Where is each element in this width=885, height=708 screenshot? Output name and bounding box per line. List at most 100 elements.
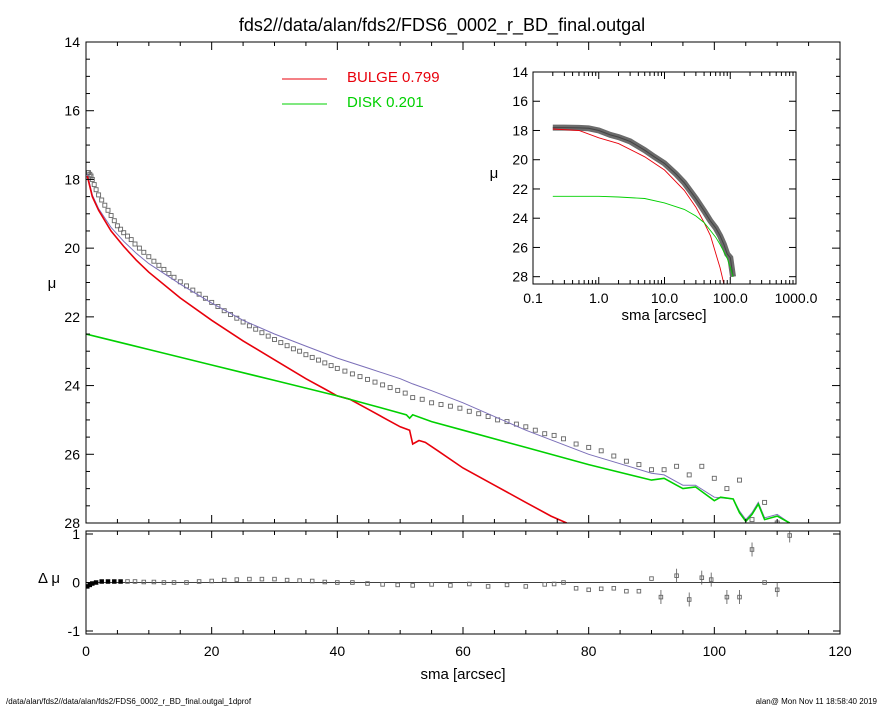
data-point (316, 357, 321, 363)
data-point (166, 271, 172, 277)
y-tick-label: 26 (64, 446, 80, 462)
inset-disk-line (552, 195, 734, 277)
inset-background (533, 72, 796, 284)
residual-point (105, 579, 111, 584)
data-point (466, 408, 472, 414)
residual-point (561, 580, 566, 585)
main-series-group (86, 170, 791, 523)
y-tick-label: 26 (512, 239, 528, 255)
data-point (395, 387, 401, 393)
residual-point (467, 581, 472, 587)
residual-point (259, 576, 265, 582)
y-tick-label: 20 (512, 152, 528, 168)
data-point (272, 337, 277, 342)
inset-x-axis-label: sma [arcsec] (621, 307, 706, 324)
data-point (303, 352, 309, 358)
data-point (523, 424, 529, 430)
data-point (111, 218, 117, 224)
y-tick-label: 16 (64, 103, 80, 119)
data-point (342, 368, 348, 374)
data-point (118, 226, 124, 232)
data-point (762, 499, 768, 505)
data-point (309, 354, 315, 360)
data-point (322, 360, 328, 366)
data-point (476, 411, 482, 417)
residual-point (649, 576, 654, 581)
residual-point (762, 580, 767, 585)
residual-point (365, 581, 370, 586)
data-point (457, 405, 463, 411)
residual-y-axis-label: Δ μ (38, 570, 60, 587)
residual-point (724, 594, 730, 600)
inset-axis-ticks: 0.1 1.0 10.0 100.0 1000.0 14 16 18 20 22 24 26 28 (512, 64, 817, 306)
residual-point (624, 588, 629, 594)
residual-point (504, 582, 510, 588)
residual-point (658, 594, 664, 600)
data-point (99, 197, 105, 203)
data-point (674, 463, 680, 469)
x-tick-label: 1000.0 (775, 290, 818, 306)
data-point (372, 379, 378, 385)
data-point (365, 376, 370, 382)
data-point (93, 187, 99, 193)
residual-point (410, 583, 415, 588)
data-point (88, 173, 94, 179)
y-tick-label: 0 (72, 575, 80, 591)
residual-point (234, 577, 240, 582)
footer-file-path: /data/alan/fds2//data/alan/fds2/FDS6_000… (6, 697, 252, 706)
residual-point (272, 576, 277, 582)
data-point (724, 486, 730, 492)
data-point (284, 343, 290, 349)
data-point (253, 326, 259, 332)
data-point (125, 233, 130, 239)
main-panel: 14 16 18 20 22 24 26 28 μ BULGE 0.799 DISK 0.20… (48, 34, 841, 531)
residual-point (151, 579, 157, 585)
y-tick-label: 1 (72, 526, 80, 542)
residual-point (112, 579, 117, 584)
residual-point (523, 584, 529, 589)
residual-panel: 0 20 40 60 80 100 120-101 Δ μ sma [arcsec] (38, 526, 852, 683)
data-point (171, 274, 177, 280)
data-point (91, 182, 97, 188)
residual-point (551, 581, 557, 587)
y-tick-label: 18 (64, 171, 80, 187)
y-tick-label: 24 (64, 378, 80, 394)
data-point (438, 402, 444, 407)
data-point (447, 403, 453, 409)
data-point (737, 477, 742, 483)
residual-point (209, 578, 214, 584)
x-tick-label: 100 (703, 643, 727, 659)
y-tick-label: 14 (64, 34, 80, 50)
y-tick-label: -1 (68, 623, 81, 639)
residual-point (485, 584, 491, 589)
data-point (661, 467, 667, 473)
chart-title: fds2//data/alan/fds2/FDS6_0002_r_BD_fina… (239, 15, 645, 36)
data-point (215, 304, 221, 309)
data-point (290, 346, 296, 352)
residual-plot-area (86, 531, 840, 607)
main-y-axis-label: μ (48, 275, 57, 292)
residual-point (99, 579, 104, 584)
x-tick-label: 120 (828, 643, 852, 659)
residual-point (118, 579, 123, 584)
x-tick-label: 0.1 (523, 290, 543, 306)
residual-point (350, 580, 355, 585)
data-point (121, 230, 127, 236)
residual-axis-ticks: 0 20 40 60 80 100 120-101 (68, 526, 852, 659)
data-point (141, 249, 147, 255)
residual-point (429, 582, 434, 587)
data-point (146, 254, 152, 260)
data-point (334, 365, 340, 371)
residual-point (737, 594, 742, 600)
inset-series-group (552, 124, 736, 284)
data-point (114, 223, 120, 229)
y-tick-label: 14 (512, 64, 528, 80)
x-tick-label: 100.0 (713, 290, 748, 306)
y-tick-label: 18 (512, 122, 528, 138)
inset-data-line (552, 127, 734, 277)
data-point (96, 192, 102, 198)
data-point (686, 472, 692, 478)
data-point (265, 333, 271, 339)
